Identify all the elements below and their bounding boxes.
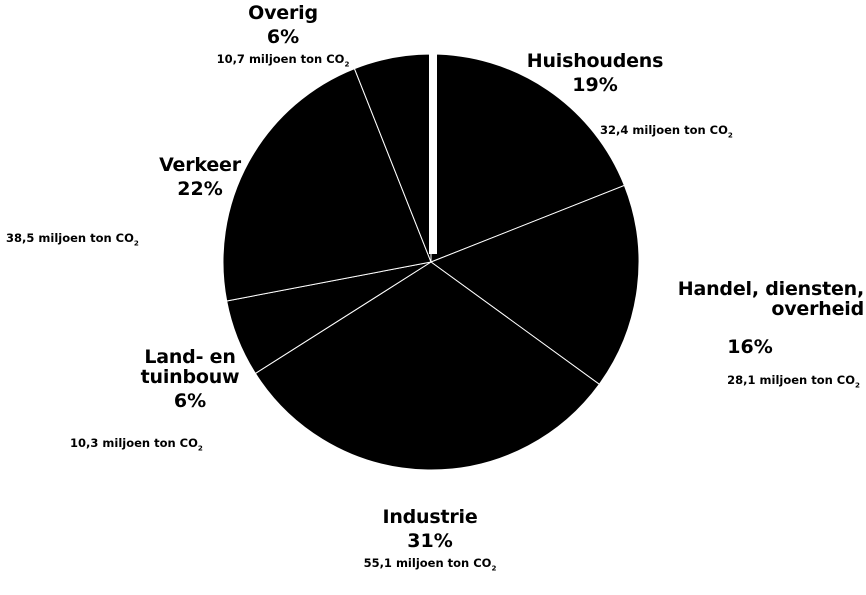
slice-amount: 28,1 miljoen ton CO2 [727,373,860,390]
slice-label: Land- en tuinbouw [140,346,240,388]
label-land-tuinbouw: Land- en tuinbouw 6% [120,346,260,412]
slice-amount: 38,5 miljoen ton CO2 [6,231,139,248]
pie-slice-industrie [254,261,600,471]
label-verkeer: Verkeer 22% [120,154,280,200]
amount-verkeer: 38,5 miljoen ton CO2 [6,232,216,247]
slice-amount: 10,3 miljoen ton CO2 [70,436,203,453]
slice-percent: 19% [572,73,618,96]
slice-percent: 6% [266,25,300,48]
slice-label: Overig [248,2,318,24]
label-handel: Handel, diensten, overheid [640,278,864,320]
slice-label: Verkeer [159,154,241,176]
slice-amount: 32,4 miljoen ton CO2 [600,123,733,140]
label-huishoudens: Huishoudens 19% [495,50,695,96]
amount-handel: 28,1 miljoen ton CO2 [650,374,860,389]
slice-amount: 10,7 miljoen ton CO2 [216,51,350,69]
pie-top-gap [429,40,437,254]
percent-handel: 16% [700,336,800,358]
slice-amount: 55,1 miljoen ton CO2 [363,555,497,573]
pie-slice-huishoudens [430,53,626,263]
pie-slice-handel-diensten-overheid [429,184,640,385]
slice-label: Handel, diensten, overheid [677,278,864,320]
label-overig: Overig 6% 10,7 miljoen ton CO2 [178,2,388,69]
slice-percent: 31% [407,529,453,552]
amount-land-tuinbouw: 10,3 miljoen ton CO2 [70,437,280,452]
label-industrie: Industrie 31% 55,1 miljoen ton CO2 [330,506,530,573]
pie-slice-verkeer [222,67,432,302]
slice-percent: 6% [173,389,207,412]
slice-percent: 16% [727,336,773,358]
slice-percent: 22% [177,177,223,200]
amount-huishoudens: 32,4 miljoen ton CO2 [600,124,810,139]
slice-label: Industrie [382,506,478,528]
slice-label: Huishoudens [526,50,664,72]
